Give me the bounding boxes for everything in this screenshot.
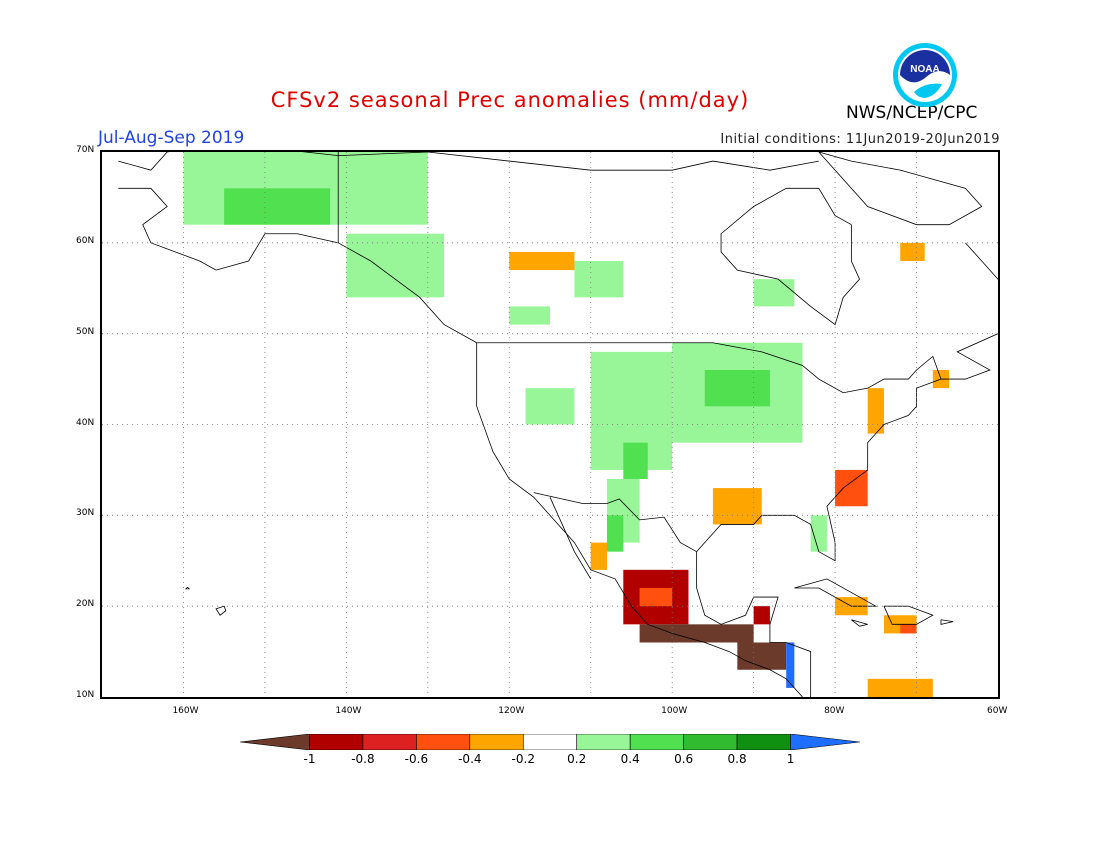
lat-label: 70N [76,145,95,155]
colorbar-swatch [736,734,791,750]
colorbar-swatch [790,734,860,750]
coastline [215,605,227,616]
anomaly-cell-wet-moderate [623,442,648,479]
coastline [696,242,998,562]
coastline [118,152,819,171]
lat-label: 60N [76,235,95,246]
anomaly-cell-dry-extreme [737,642,787,670]
anomaly-layer [183,152,950,697]
anomaly-cell-dry-strong [753,606,770,625]
colorbar-label: -0.4 [458,752,482,766]
border-line [476,342,942,394]
lon-label: 120W [498,706,525,716]
colorbar-label: 1 [786,752,795,766]
map-canvas [102,152,998,697]
coastline [883,605,934,625]
lon-label: 100W [661,706,688,716]
map-panel [100,150,1000,699]
gridlines-layer [102,152,998,697]
colorbar-swatch [683,734,738,750]
colorbar-label: -0.8 [351,752,375,766]
coastline [696,551,812,697]
anomaly-cell-wet-light [525,388,575,425]
colorbar-label: 0.8 [727,752,747,766]
noaa-logo-icon: NOAA [893,43,957,107]
coastline [794,578,878,607]
anomaly-cell-dry-light [712,488,762,525]
anomaly-cell-wet-light [810,515,827,552]
anomaly-cell-wet-light [509,306,550,325]
colorbar [240,734,860,750]
anomaly-cell-wet-light [753,279,795,307]
initial-conditions-label: Initial conditions: 11Jun2019-20Jun2019 [720,132,1000,147]
coastline [940,619,954,625]
anomaly-cell-dry-moderate [835,469,868,507]
logo-text: NOAA [910,64,939,75]
colorbar-swatch [576,734,631,750]
colorbar-label: -1 [303,752,316,766]
lat-label: 20N [76,599,95,610]
colorbar-swatch [416,734,471,750]
lat-label: 40N [76,417,95,428]
anomaly-cell-wet-light [574,261,624,298]
coastline [549,497,592,580]
colorbar-swatch [522,734,578,750]
border-line [533,492,697,553]
coastline [818,152,983,226]
chart-title: CFSv2 seasonal Prec anomalies (mm/day) [0,88,1100,112]
anomaly-cell-wet-moderate [224,188,331,225]
anomaly-cell-dry-extreme [639,624,754,643]
colorbar-swatch [309,734,364,750]
anomaly-cell-wet-extreme [786,642,795,688]
colorbar-label: -0.6 [404,752,429,766]
anomaly-cell-dry-light [590,542,608,570]
colorbar-swatch [240,734,310,750]
lat-label: 30N [76,508,95,519]
anomaly-cell-dry-light [867,388,884,434]
lon-label: 140W [335,706,362,716]
colorbar-label: -0.2 [511,752,535,766]
colorbar-label: 0.6 [674,752,694,766]
lon-label: 80W [824,706,845,716]
colorbar-swatch [469,734,524,750]
lon-label: 160W [172,706,199,716]
coastline [720,187,860,326]
coastline [851,619,868,627]
coastline [118,187,803,697]
anomaly-cell-wet-moderate [704,370,770,407]
colorbar-swatch [362,734,417,750]
coastline-layer [118,152,998,697]
anomaly-cell-wet-light [346,233,445,298]
anomaly-cell-dry-light [867,678,933,697]
coastline [185,586,191,590]
season-label: Jul-Aug-Sep 2019 [98,128,245,148]
anomaly-cell-dry-moderate [639,588,673,607]
anomaly-cell-dry-light [900,242,925,261]
colorbar-swatch [629,734,684,750]
lat-label: 50N [76,326,95,337]
anomaly-cell-dry-moderate [900,624,917,634]
colorbar-label: 0.2 [567,752,587,766]
lon-label: 60W [987,706,1008,716]
chart-title-text: CFSv2 seasonal Prec anomalies (mm/day) [270,88,750,112]
lat-label: 10N [76,690,95,700]
anomaly-cell-dry-light [509,251,575,271]
anomaly-cell-wet-moderate [607,515,624,552]
agency-label: NWS/NCEP/CPC [846,103,978,123]
colorbar-label: 0.4 [620,752,640,766]
